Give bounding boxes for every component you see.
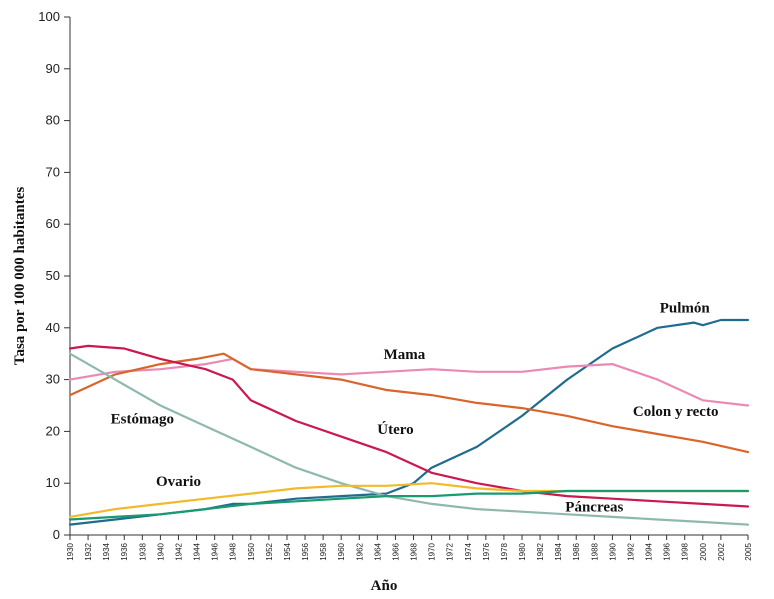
x-tick-label: 1966: [391, 542, 400, 560]
x-tick-label: 2002: [717, 542, 726, 560]
series-label: Útero: [377, 421, 413, 438]
x-tick-label: 1932: [84, 542, 93, 560]
x-tick-label: 1930: [66, 542, 75, 560]
x-tick-label: 1976: [482, 542, 491, 560]
y-tick-label: 50: [46, 268, 60, 283]
x-tick-label: 1954: [283, 542, 292, 560]
x-tick-label: 1960: [337, 542, 346, 560]
y-axis-ticks: 0 10 20 30 40 50 60 70 80 90 100: [38, 9, 70, 542]
x-tick-label: 1998: [681, 542, 690, 560]
series-label: Colon y recto: [633, 404, 719, 420]
x-tick-label: 1972: [446, 542, 455, 560]
x-tick-label: 1950: [247, 542, 256, 560]
x-tick-label: 1948: [229, 542, 238, 560]
x-tick-label: 1994: [645, 542, 654, 560]
series-labels: Pulmón Mama Colon y recto Útero Estómago Ovar…: [111, 300, 719, 515]
y-tick-label: 10: [46, 475, 60, 490]
series-line-pancreas: [68, 489, 750, 521]
x-tick-label: 1978: [500, 542, 509, 560]
x-tick-label: 1970: [428, 542, 437, 560]
x-axis-ticks: 1930 1932 1934 1936 1938 1940 1942 1944 1946 1948…: [66, 535, 753, 561]
x-tick-label: 1992: [626, 542, 635, 560]
series-line-mama: [68, 357, 750, 407]
x-tick-label: 1982: [536, 542, 545, 560]
y-tick-label: 30: [46, 372, 60, 387]
series-line-colon-y-recto: [68, 352, 750, 454]
x-axis-title: Año: [371, 578, 398, 594]
y-tick-label: 90: [46, 61, 60, 76]
x-tick-label: 1986: [572, 542, 581, 560]
x-tick-label: 1984: [554, 542, 563, 560]
x-tick-label: 1934: [102, 542, 111, 560]
x-tick-label: 1974: [464, 542, 473, 560]
x-tick-label: 1936: [120, 542, 129, 560]
x-tick-label: 1990: [608, 542, 617, 560]
x-tick-label: 1962: [355, 542, 364, 560]
y-tick-label: 100: [38, 9, 60, 24]
x-tick-label: 1988: [590, 542, 599, 560]
x-tick-label: 1968: [410, 542, 419, 560]
x-tick-label: 1996: [663, 542, 672, 560]
series-label: Pulmón: [660, 300, 711, 316]
x-tick-label: 1956: [301, 542, 310, 560]
y-tick-label: 70: [46, 164, 60, 179]
series-line-estomago: [68, 352, 750, 526]
y-axis-title: Tasa por 100 000 habitantes: [12, 187, 28, 366]
x-tick-label: 2000: [699, 542, 708, 560]
x-tick-label: 1980: [518, 542, 527, 560]
y-tick-label: 40: [46, 320, 60, 335]
x-tick-label: 1952: [265, 542, 274, 560]
x-tick-label: 1938: [138, 542, 147, 560]
series-label: Páncreas: [565, 500, 623, 516]
x-tick-label: 1946: [211, 542, 220, 560]
series-label: Ovario: [156, 474, 201, 490]
x-tick-label: 1942: [174, 542, 183, 560]
x-tick-label: 1940: [156, 542, 165, 560]
series-lines: [68, 318, 750, 526]
x-tick-label: 1944: [193, 542, 202, 560]
x-tick-label: 1958: [319, 542, 328, 560]
x-tick-label: 2005: [744, 542, 753, 560]
series-line-utero: [68, 344, 750, 508]
y-tick-label: 0: [53, 527, 60, 542]
x-tick-label: 1964: [373, 542, 382, 560]
y-tick-label: 20: [46, 423, 60, 438]
y-tick-label: 60: [46, 216, 60, 231]
y-tick-label: 80: [46, 113, 60, 128]
series-label: Estómago: [111, 412, 174, 428]
series-label: Mama: [384, 347, 426, 363]
